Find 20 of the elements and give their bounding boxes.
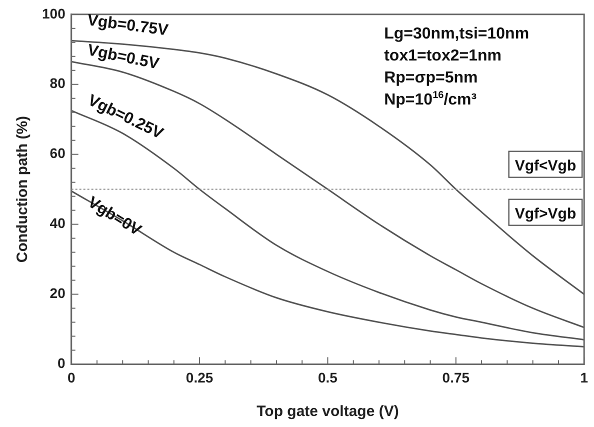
y-tick-label: 0: [58, 355, 66, 372]
y-tick-label: 100: [42, 5, 66, 22]
annotation: Vgf>Vgb: [514, 205, 576, 222]
y-tick-label: 20: [50, 285, 66, 302]
x-axis-title: Top gate voltage (V): [256, 403, 399, 420]
x-tick-label: 0.5: [318, 369, 338, 386]
annotation: tox1=tox2=1nm: [384, 47, 502, 64]
y-tick-label: 80: [50, 75, 66, 92]
line-series: [71, 190, 584, 348]
y-tick-label: 60: [50, 145, 66, 162]
x-tick-label: 1: [580, 369, 588, 386]
x-tick-label: 0.25: [186, 369, 214, 386]
annotation: Rp=σp=5nm: [384, 69, 478, 86]
y-axis-title: Conduction path (%): [14, 116, 32, 263]
x-tick-label: 0.75: [442, 369, 470, 386]
annotation: Vgf<Vgb: [514, 157, 576, 174]
annotation: Lg=30nm,tsi=10nm: [384, 25, 530, 42]
text: Vgb=0.75V: [86, 12, 170, 40]
text: Vgb=0.5V: [86, 42, 161, 74]
y-tick-label: 40: [50, 215, 66, 232]
